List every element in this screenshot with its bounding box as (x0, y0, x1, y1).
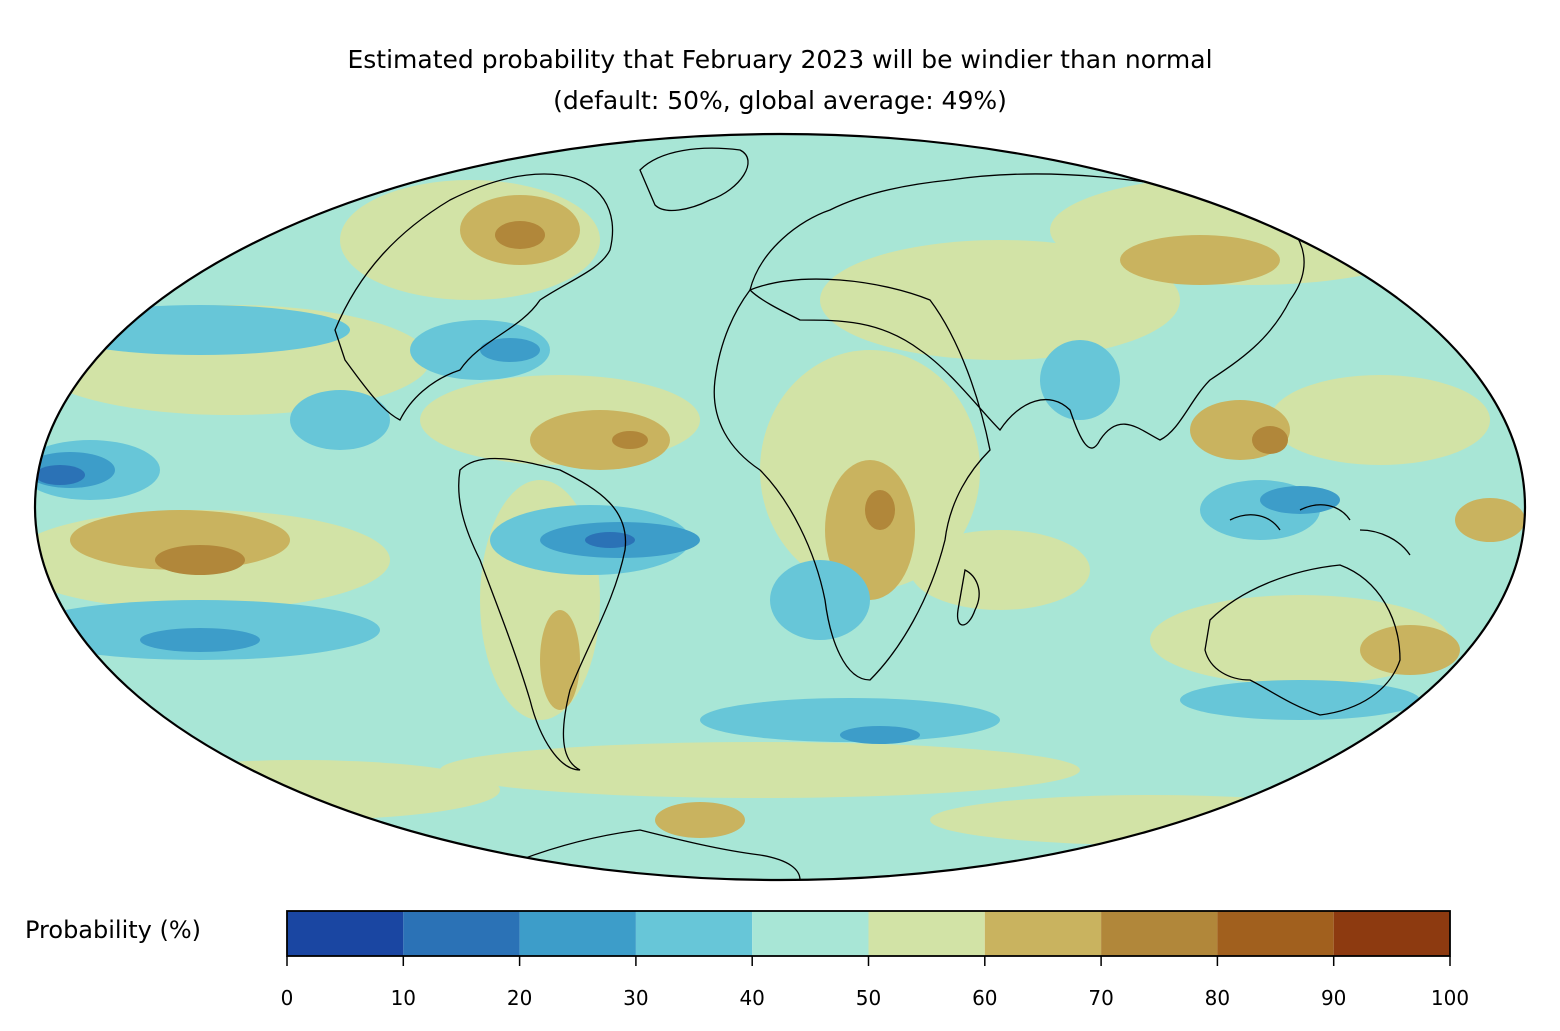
probability-band-10-20 (35, 465, 635, 548)
colorbar-bin-0-10 (287, 911, 404, 956)
colorbar-tick-label-10: 10 (390, 986, 417, 1010)
colorbar-tick-label-70: 70 (1088, 986, 1114, 1010)
colorbar-tick-label-100: 100 (1430, 986, 1470, 1010)
colorbar-tick-label-80: 80 (1204, 986, 1231, 1010)
coastline-greenland (639, 147, 749, 212)
colorbar-bin-30-40 (635, 911, 753, 956)
probability-band-20-30 (35, 338, 1340, 744)
colorbar-tick-label-20: 20 (506, 986, 533, 1010)
probability-field (35, 134, 1525, 880)
colorbar-bin-70-80 (1101, 911, 1218, 956)
colorbar-bin-90-100 (1333, 911, 1450, 956)
probability-band-60-70 (70, 195, 1525, 838)
probability-band-70-80 (155, 221, 1288, 575)
colorbar-tick-label-90: 90 (1320, 986, 1347, 1010)
map-subtitle: (default: 50%, global average: 49%) (553, 86, 1007, 115)
colorbar-bin-60-70 (984, 911, 1102, 956)
colorbar-tick-label-60: 60 (972, 986, 998, 1010)
colorbar-tick-label-50: 50 (855, 986, 882, 1010)
colorbar-tick-label-30: 30 (623, 986, 649, 1010)
colorbar-tick-marks (286, 956, 1451, 966)
colorbar (287, 911, 1450, 956)
colorbar-bin-50-60 (868, 911, 985, 956)
coastline-antarctica (519, 829, 801, 880)
coastline-eurasia (749, 173, 1305, 449)
colorbar-bin-40-50 (752, 911, 869, 956)
coastline-north-america (334, 173, 614, 421)
coastline-australia (1204, 564, 1401, 716)
colorbar-tick-label-0: 0 (280, 986, 294, 1010)
coastlines (334, 147, 1411, 880)
map-boundary (33, 132, 1527, 882)
coastline-south-america (458, 457, 627, 771)
colorbar-label: Probability (%) (25, 916, 202, 944)
coastline-madagascar (956, 569, 980, 626)
colorbar-bin-20-30 (519, 911, 636, 956)
colorbar-bin-10-20 (403, 911, 520, 956)
colorbar-tick-label-40: 40 (739, 986, 765, 1010)
coastline-indonesia (1229, 504, 1411, 556)
coastline-africa (713, 278, 991, 681)
colorbar-bin-80-90 (1217, 911, 1334, 956)
map-title: Estimated probability that February 2023… (347, 45, 1213, 74)
